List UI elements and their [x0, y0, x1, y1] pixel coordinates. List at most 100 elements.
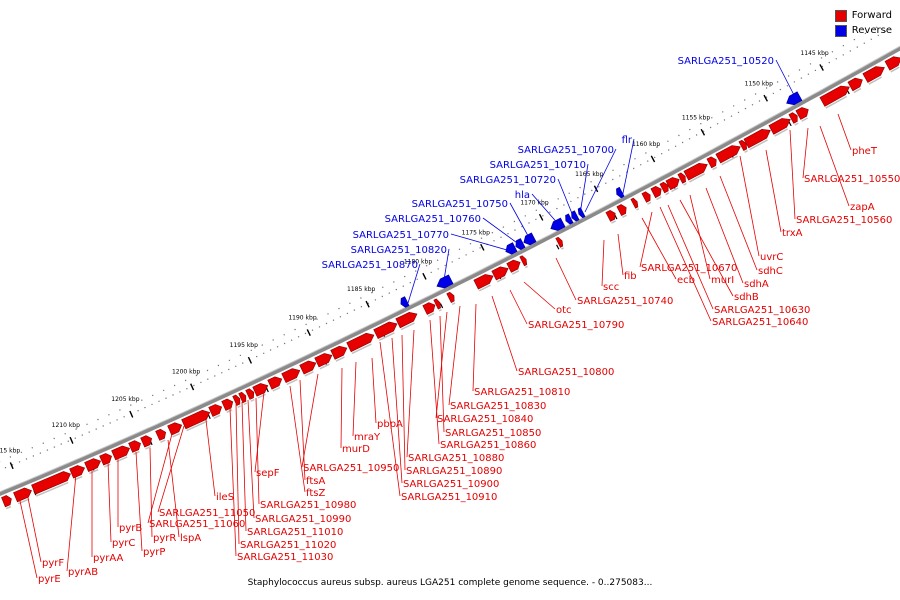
leader-line [391, 337, 403, 484]
minor-tick [853, 38, 856, 41]
leader-line [509, 202, 533, 244]
minor-tick [723, 119, 726, 121]
gene-label-text: SARLGA251_10870 [322, 260, 418, 271]
major-tick [247, 356, 253, 364]
minor-tick [700, 123, 702, 125]
gene-label-text: ftsZ [306, 488, 325, 499]
leader-line [555, 257, 577, 301]
gene-label-text: SARLGA251_10990 [255, 514, 351, 525]
minor-tick [737, 111, 740, 114]
forward-gene [373, 321, 398, 340]
gene-label-text: pyrC [112, 538, 135, 549]
leader-line [135, 451, 143, 552]
minor-tick [95, 428, 97, 430]
forward-gene [665, 177, 680, 191]
minor-tick [165, 397, 167, 399]
gene-shadow [272, 386, 281, 392]
leader-line [301, 373, 319, 468]
gene-label-text: otc [556, 305, 572, 316]
minor-tick [681, 141, 684, 144]
minor-tick [458, 257, 460, 260]
gene-shadow [689, 173, 705, 183]
tick-label: 1215 kbp [0, 447, 20, 454]
minor-tick [261, 344, 263, 346]
gene-label-sdha: sdhA [705, 187, 769, 290]
minor-tick [647, 160, 649, 162]
forward-gene [491, 266, 509, 281]
minor-tick [758, 100, 761, 102]
minor-tick [74, 437, 77, 439]
forward-gene [181, 409, 211, 430]
minor-tick [137, 410, 139, 412]
gene-label-text: pbpA [377, 419, 403, 430]
minor-tick [479, 247, 481, 249]
legend-reverse-label: Reverse [851, 25, 892, 36]
minor-tick [654, 156, 656, 159]
gene-label-text: SARLGA251_10860 [440, 440, 536, 451]
minor-tick [722, 111, 724, 113]
minor-tick [821, 65, 824, 68]
forward-gene [395, 311, 418, 329]
minor-tick [250, 349, 252, 351]
minor-tick [325, 322, 328, 325]
minor-tick [856, 46, 858, 48]
genome-backbone-highlight [0, 45, 900, 493]
gene-label-sarlga251-10670: SARLGA251_10670 [639, 211, 737, 274]
minor-tick [513, 220, 516, 223]
gene-label-sarlga251-10750: SARLGA251_10750 [412, 199, 533, 244]
minor-tick [311, 329, 314, 331]
minor-tick [123, 416, 125, 418]
minor-tick [327, 313, 329, 315]
minor-tick [228, 359, 231, 362]
forward-gene [1, 495, 12, 508]
gene-shadow [439, 287, 449, 294]
minor-tick [633, 167, 635, 170]
minor-tick [772, 92, 775, 95]
gene-label-scc: scc [601, 239, 619, 293]
minor-tick [598, 186, 600, 188]
gene-label-text: SARLGA251_10810 [474, 387, 570, 398]
forward-gene [69, 465, 86, 479]
gene-label-text: flr [622, 135, 633, 146]
gene-label-text: pyrAA [93, 553, 123, 564]
minor-tick [809, 63, 812, 65]
minor-tick [195, 374, 198, 377]
minor-tick [549, 211, 551, 213]
tick-label: 1145 kbp [800, 50, 828, 57]
leader-line [241, 401, 247, 532]
gene-label-sarlga251-11050: SARLGA251_11050 [157, 425, 255, 519]
minor-tick [4, 467, 7, 469]
gene-shadow [226, 409, 233, 414]
minor-tick [535, 209, 537, 211]
gene-shadow [744, 150, 748, 153]
minor-tick [842, 54, 844, 56]
leader-line [601, 239, 605, 287]
minor-tick [214, 375, 216, 377]
forward-gene [819, 85, 850, 107]
reverse-gene [400, 296, 410, 308]
gene-label-text: pyrE [38, 574, 61, 585]
gene-label-text: SARLGA251_10790 [528, 320, 624, 331]
gene-shadow [774, 128, 789, 137]
minor-tick [776, 81, 779, 83]
forward-gene [267, 376, 283, 390]
minor-tick [371, 292, 373, 294]
gene-label-sarlga251-10870: SARLGA251_10870 [322, 260, 421, 304]
minor-tick [493, 240, 495, 242]
minor-tick [173, 384, 176, 387]
minor-tick [9, 456, 12, 458]
tick-label: 1200 kbp [172, 369, 200, 376]
minor-tick [46, 449, 49, 451]
gene-label-text: lspA [180, 533, 201, 544]
gene-label-text: SARLGA251_10700 [518, 145, 614, 156]
gene-label-sarlga251-10760: SARLGA251_10760 [385, 214, 525, 249]
forward-gene [677, 172, 686, 184]
minor-tick [612, 178, 614, 181]
gene-shadow [560, 247, 565, 250]
minor-tick [416, 278, 418, 280]
minor-tick [206, 369, 209, 372]
gene-label-text: SARLGA251_11030 [237, 552, 333, 563]
leader-line [254, 391, 265, 473]
tick-label: 1205 kbp [111, 396, 139, 403]
